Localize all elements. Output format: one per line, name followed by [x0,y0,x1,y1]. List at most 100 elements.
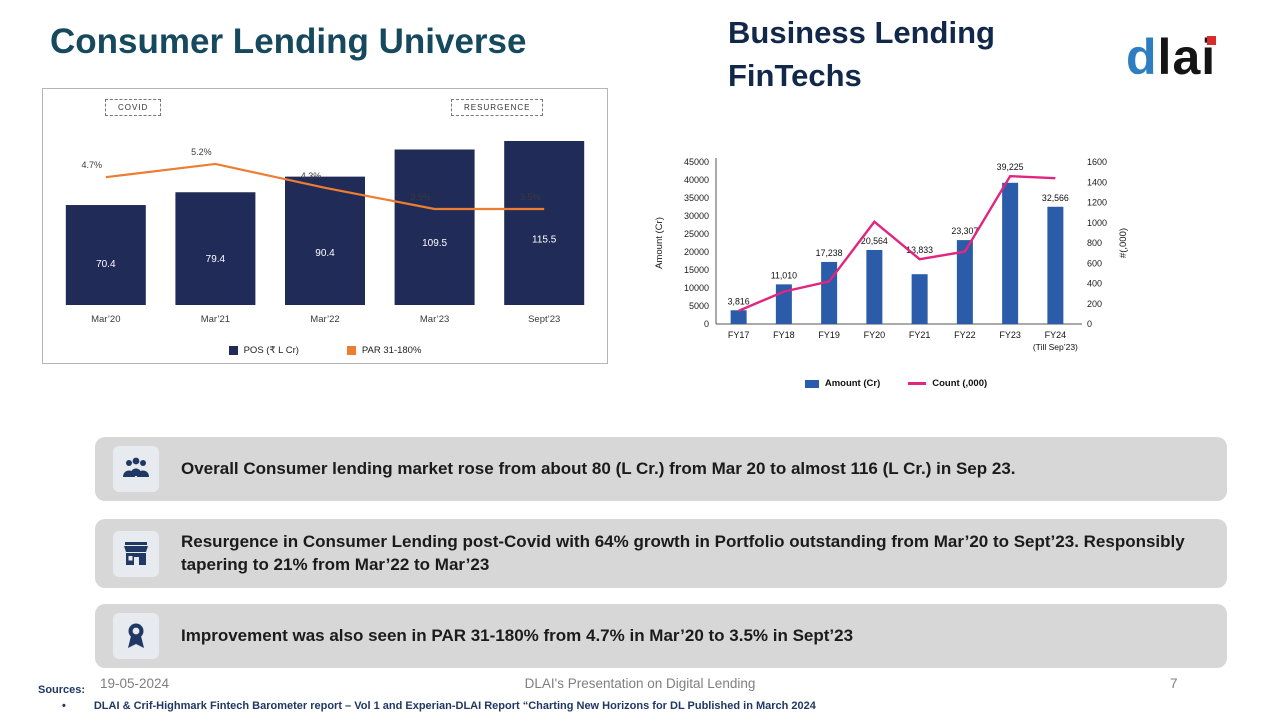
svg-text:0: 0 [704,319,709,329]
sources-label: Sources: [38,684,86,696]
legend-item-par: PAR 31-180% [346,345,422,356]
svg-text:600: 600 [1087,258,1102,268]
svg-text:5.2%: 5.2% [191,147,212,157]
svg-text:#(,000): #(,000) [1118,228,1129,258]
amount-legend-swatch [804,379,819,388]
svg-text:79.4: 79.4 [206,254,226,265]
svg-text:90.4: 90.4 [315,248,335,259]
svg-text:32,566: 32,566 [1042,193,1069,203]
count-legend-swatch [908,382,927,385]
svg-text:1000: 1000 [1087,218,1107,228]
svg-text:70.4: 70.4 [96,259,116,270]
dlai-logo: dlai [1126,29,1217,85]
count-legend-label: Count (,000) [932,378,988,389]
svg-text:10000: 10000 [684,283,709,293]
footer-page-number: 7 [1170,676,1178,691]
callout-icon-tile [113,613,159,659]
svg-text:Sept’23: Sept’23 [528,314,560,325]
legend-item-count: Count (,000) [908,378,987,389]
svg-text:FY24: FY24 [1045,330,1067,340]
svg-text:Mar’23: Mar’23 [420,314,449,325]
svg-text:17,238: 17,238 [816,248,843,258]
svg-text:20000: 20000 [684,247,709,257]
legend-item-pos: POS (₹ L Cr) [228,345,299,356]
page-title-consumer-lending: Consumer Lending Universe [50,22,527,61]
svg-text:30000: 30000 [684,211,709,221]
legend-item-amount: Amount (Cr) [804,378,881,389]
sources-item: • DLAI & Crif-Highmark Fintech Barometer … [38,700,816,712]
footer-title: DLAI's Presentation on Digital Lending [524,676,756,691]
bullet-glyph: • [62,700,66,712]
svg-text:45000: 45000 [684,157,709,167]
svg-text:40000: 40000 [684,175,709,185]
par-legend-swatch [346,346,356,355]
callout-text: Improvement was also seen in PAR 31-180%… [181,625,854,645]
svg-text:FY23: FY23 [999,330,1021,340]
par-legend-label: PAR 31-180% [361,345,422,356]
svg-text:3.5%: 3.5% [410,192,431,202]
svg-text:FY22: FY22 [954,330,976,340]
svg-text:FY19: FY19 [818,330,840,340]
pos-legend-swatch [228,346,238,355]
svg-text:115.5: 115.5 [532,235,557,246]
title-business-line1: Business Lending [728,15,995,50]
svg-text:39,225: 39,225 [997,162,1024,172]
svg-text:FY20: FY20 [864,330,886,340]
svg-text:1200: 1200 [1087,198,1107,208]
pos-legend-label: POS (₹ L Cr) [243,345,299,356]
svg-text:200: 200 [1087,299,1102,309]
callout-text: Resurgence in Consumer Lending post-Covi… [181,532,1185,574]
svg-text:FY21: FY21 [909,330,931,340]
svg-text:13,833: 13,833 [906,245,933,255]
title-business-line2: FinTechs [728,57,862,93]
page-title-business-lending: Business Lending FinTechs [728,12,995,98]
svg-text:11,010: 11,010 [771,270,797,280]
svg-text:1600: 1600 [1087,157,1107,167]
business-chart-plot: 0 5000 10000 15000 20000 25000 30000 35000 40000… [654,157,1129,352]
svg-text:Mar’21: Mar’21 [201,314,230,325]
resurgence-annotation: RESURGENCE [451,99,544,116]
svg-text:4.7%: 4.7% [82,160,103,170]
svg-text:15000: 15000 [684,265,709,275]
svg-text:Amount (Cr): Amount (Cr) [654,217,665,269]
svg-text:23,307: 23,307 [951,226,978,236]
logo-letter-d: d [1126,29,1158,85]
consumer-chart-legend: POS (₹ L Cr) PAR 31-180% [43,345,607,356]
covid-annotation: COVID [105,99,162,116]
svg-text:4.3%: 4.3% [301,171,322,181]
svg-text:3.5%: 3.5% [520,192,541,202]
callout-market-growth: Overall Consumer lending market rose fro… [95,437,1227,501]
svg-text:25000: 25000 [684,229,709,239]
callout-resurgence: Resurgence in Consumer Lending post-Covi… [95,519,1227,588]
svg-text:5000: 5000 [689,301,709,311]
community-icon [123,457,149,477]
svg-text:Mar’22: Mar’22 [310,314,339,325]
svg-text:400: 400 [1087,279,1102,289]
award-icon [128,623,144,648]
logo-red-dot [1207,36,1217,45]
consumer-chart-plot: 70.4 Mar’20 79.4 Mar’21 90.4 Mar’22 109.5 Mar’2… [65,140,585,325]
callout-par-improvement: Improvement was also seen in PAR 31-180%… [95,604,1227,668]
footer-date: 19-05-2024 [100,676,170,691]
svg-text:Mar’20: Mar’20 [91,314,120,325]
amount-legend-label: Amount (Cr) [824,378,881,389]
consumer-lending-chart: COVID RESURGENCE 70.4 Mar’20 79.4 Mar’21 90.… [42,88,608,364]
callout-icon-tile [113,446,159,492]
svg-text:FY18: FY18 [773,330,795,340]
svg-text:1400: 1400 [1087,177,1107,187]
svg-text:20,564: 20,564 [861,236,888,246]
callout-icon-tile [113,530,159,577]
svg-text:FY17: FY17 [728,330,750,340]
svg-text:(Till Sep’23): (Till Sep’23) [1033,342,1078,352]
callout-text: Overall Consumer lending market rose fro… [181,458,1016,478]
sources-block: Sources: • DLAI & Crif-Highmark Fintech B… [38,684,816,712]
svg-text:109.5: 109.5 [422,238,447,249]
business-lending-chart: 0 5000 10000 15000 20000 25000 30000 35000 40000… [646,146,1146,408]
svg-text:800: 800 [1087,238,1102,248]
storefront-icon [124,541,148,565]
logo-letters-lai: lai [1157,29,1217,85]
sources-text: DLAI & Crif-Highmark Fintech Barometer r… [93,700,816,712]
business-chart-legend: Amount (Cr) Count (,000) [646,378,1146,389]
svg-text:35000: 35000 [684,193,709,203]
